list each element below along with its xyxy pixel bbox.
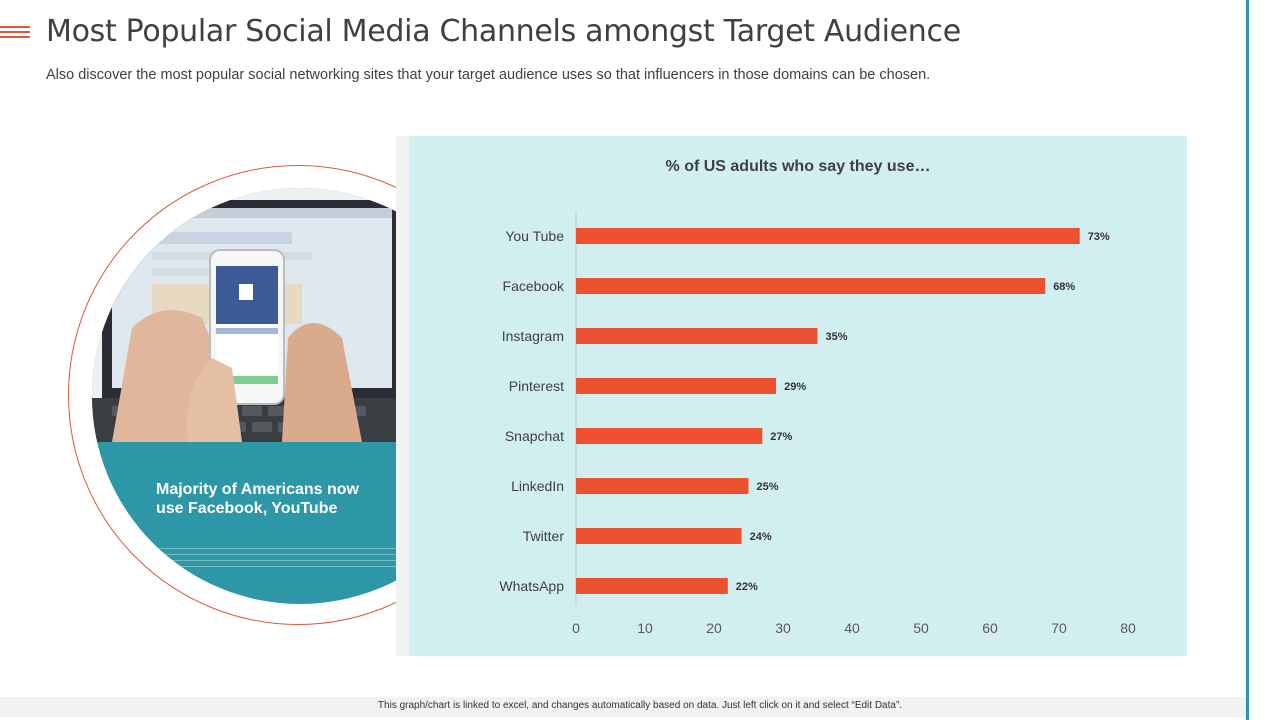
- bar: [576, 428, 763, 444]
- category-label: Snapchat: [505, 428, 564, 444]
- data-label: 68%: [1053, 281, 1075, 293]
- footer-bar: This graph/chart is linked to excel, and…: [0, 697, 1246, 717]
- x-tick-label: 40: [844, 620, 860, 636]
- chart-panel[interactable]: % of US adults who say they use… You Tub…: [409, 136, 1187, 656]
- x-tick-label: 70: [1051, 620, 1067, 636]
- bar-chart: % of US adults who say they use… You Tub…: [499, 158, 1136, 636]
- photo-circle-visual: Majority of Americans now use Facebook, …: [0, 120, 400, 660]
- category-label: Twitter: [523, 528, 565, 544]
- category-label: Instagram: [502, 328, 564, 344]
- data-label: 24%: [750, 531, 772, 543]
- chart-title: % of US adults who say they use…: [666, 158, 931, 175]
- x-tick-label: 80: [1120, 620, 1136, 636]
- category-label: You Tube: [505, 228, 564, 244]
- x-tick-label: 50: [913, 620, 929, 636]
- x-tick-label: 20: [706, 620, 722, 636]
- panel-divider: [396, 136, 409, 656]
- photo-disc: [92, 188, 400, 604]
- right-border-rule: [1246, 0, 1249, 720]
- data-label: 25%: [757, 481, 779, 493]
- x-tick-label: 10: [637, 620, 653, 636]
- category-label: Pinterest: [509, 378, 564, 394]
- page-title: Most Popular Social Media Channels among…: [46, 14, 961, 49]
- data-label: 29%: [784, 381, 806, 393]
- category-label: WhatsApp: [499, 578, 564, 594]
- title-accent-lines: [0, 26, 30, 41]
- data-label: 73%: [1088, 231, 1110, 243]
- category-label: Facebook: [503, 278, 565, 294]
- bar: [576, 228, 1080, 244]
- footer-note: This graph/chart is linked to excel, and…: [377, 700, 903, 711]
- category-label: LinkedIn: [511, 478, 564, 494]
- data-label: 27%: [770, 431, 792, 443]
- data-label: 22%: [736, 581, 758, 593]
- x-tick-label: 60: [982, 620, 998, 636]
- phone-in-hands-photo: [92, 188, 400, 442]
- bar: [576, 278, 1046, 294]
- x-tick-label: 0: [572, 620, 580, 636]
- decorative-lines: [92, 548, 400, 572]
- callout-text: Majority of Americans now use Facebook, …: [156, 481, 359, 517]
- data-label: 35%: [826, 331, 848, 343]
- page-subtitle: Also discover the most popular social ne…: [46, 67, 931, 83]
- bar: [576, 328, 818, 344]
- x-tick-label: 30: [775, 620, 791, 636]
- bar: [576, 378, 777, 394]
- bar: [576, 578, 728, 594]
- bar: [576, 528, 742, 544]
- bar: [576, 478, 749, 494]
